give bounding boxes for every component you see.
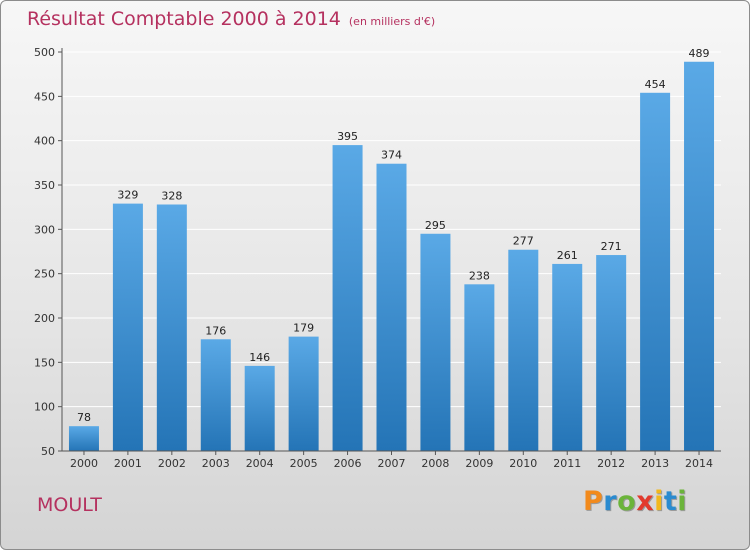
x-tick-label: 2002 [158,457,186,470]
value-label: 78 [77,411,91,424]
x-tick-label: 2001 [114,457,142,470]
bar-2004 [244,365,275,451]
commune-name: MOULT [37,494,102,516]
value-label: 176 [205,324,226,337]
value-label: 374 [381,149,402,162]
x-tick-label: 2003 [202,457,230,470]
value-label: 146 [249,351,270,364]
value-label: 328 [161,190,182,203]
labels: 50 100 150 200 250 300 350 400 450 500 78 2000 329 20… [34,46,713,470]
bar-2013 [640,92,671,451]
x-tick-label: 2009 [465,457,493,470]
y-tick-label: 500 [34,46,55,59]
bars [68,61,715,452]
bar-2014 [684,61,715,452]
bar-2007 [376,163,407,451]
value-label: 277 [513,235,534,248]
y-tick-label: 200 [34,312,55,325]
x-tick-label: 2010 [509,457,537,470]
x-tick-label: 2008 [421,457,449,470]
bar-2012 [596,255,627,451]
x-tick-label: 2011 [553,457,581,470]
bar-2005 [288,336,319,451]
logo-letter: t [663,486,678,517]
value-label: 261 [557,249,578,262]
value-label: 238 [469,269,490,282]
value-label: 329 [117,189,138,202]
value-label: 179 [293,322,314,335]
y-tick-label: 400 [34,135,55,148]
x-tick-label: 2006 [334,457,362,470]
y-tick-label: 350 [34,179,55,192]
proxiti-logo: Proxiti [583,486,687,517]
value-label: 489 [689,47,710,60]
x-tick-label: 2013 [641,457,669,470]
value-label: 454 [645,78,666,91]
y-tick-label: 150 [34,356,55,369]
bar-2009 [464,284,495,451]
y-tick-label: 250 [34,268,55,281]
logo-letter: i [654,486,664,517]
title-unit: (en milliers d'€) [348,15,436,28]
chart-title: Résultat Comptable 2000 à 2014 (en millie… [27,8,435,30]
logo-letter: i [677,486,688,517]
axes [58,48,721,455]
title-text: Résultat Comptable 2000 à 2014 [27,8,341,30]
y-tick-label: 100 [34,401,55,414]
bar-2006 [332,145,363,451]
x-tick-label: 2004 [246,457,274,470]
value-label: 395 [337,130,358,143]
y-tick-label: 50 [41,445,55,458]
value-label: 295 [425,219,446,232]
bar-2003 [200,339,231,451]
bar-2000 [68,426,99,451]
logo-letter: x [636,486,655,517]
x-tick-label: 2012 [597,457,625,470]
x-tick-label: 2014 [685,457,713,470]
x-tick-label: 2005 [290,457,318,470]
x-tick-label: 2007 [378,457,406,470]
bar-2011 [552,263,583,451]
value-label: 271 [601,240,622,253]
logo-letter: o [617,486,637,517]
bar-2010 [508,249,539,451]
y-tick-label: 450 [34,90,55,103]
bar-2002 [156,204,187,451]
logo-letter: r [603,486,618,517]
bar-2001 [112,203,143,451]
bar-2008 [420,233,451,451]
y-tick-label: 300 [34,223,55,236]
x-tick-label: 2000 [70,457,98,470]
logo-letter: P [583,486,604,517]
